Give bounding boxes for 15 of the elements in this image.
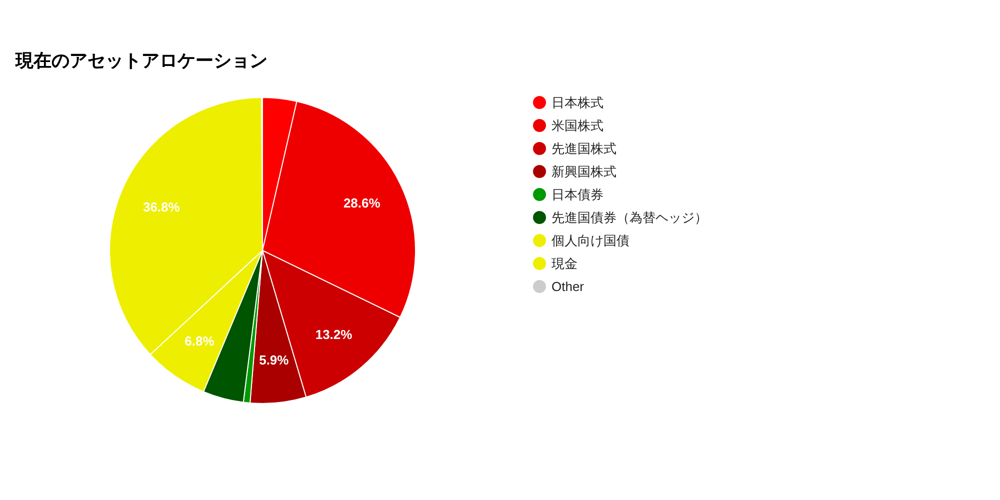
legend-label: 日本債券 [552, 187, 604, 202]
legend-label: 先進国株式 [552, 141, 616, 156]
legend-label: 米国株式 [552, 118, 604, 133]
data-label: 36.8% [142, 199, 180, 214]
data-label: 13.2% [315, 326, 353, 342]
data-label: 5.9% [259, 352, 290, 368]
legend-label: 先進国債券（為替ヘッジ） [552, 210, 708, 225]
data-label: 28.6% [343, 195, 381, 210]
legend-label: 現金 [552, 256, 578, 271]
chart-title: 現在のアセットアロケーション [14, 50, 268, 70]
legend-label: Other [552, 279, 585, 294]
legend-label: 日本株式 [552, 95, 604, 110]
legend-label: 個人向け国債 [552, 233, 630, 248]
data-label: 6.8% [184, 333, 215, 348]
legend-label: 新興国株式 [552, 164, 616, 179]
